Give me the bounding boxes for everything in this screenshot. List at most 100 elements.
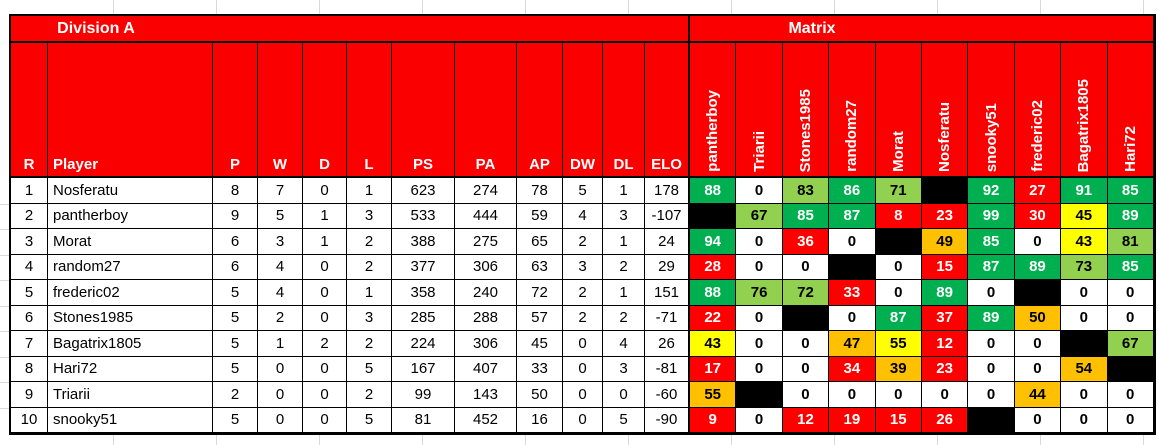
rank-cell[interactable]: 10 [11,407,48,433]
cell-p[interactable]: 6 [213,254,258,280]
matrix-cell[interactable]: 39 [875,356,922,382]
cell-elo[interactable]: 24 [645,229,690,255]
rank-cell[interactable]: 8 [11,356,48,382]
cell-p[interactable]: 8 [213,178,258,204]
matrix-self-cell[interactable] [875,229,922,255]
matrix-col-header-random27[interactable]: random27 [829,43,876,178]
cell-pa[interactable]: 275 [455,229,517,255]
cell-ap[interactable]: 78 [517,178,563,204]
matrix-cell[interactable]: 0 [968,356,1015,382]
cell-ps[interactable]: 388 [392,229,455,255]
cell-w[interactable]: 4 [258,280,303,306]
col-header-ps[interactable]: PS [392,43,455,178]
matrix-cell[interactable]: 0 [1061,280,1108,306]
cell-dl[interactable]: 2 [603,254,645,280]
matrix-cell[interactable]: 0 [1014,407,1062,433]
col-header-p[interactable]: P [213,43,258,178]
matrix-self-cell[interactable] [1107,356,1154,382]
cell-elo[interactable]: -60 [645,382,690,408]
matrix-cell[interactable]: 23 [921,203,969,229]
cell-ps[interactable]: 285 [392,305,455,331]
cell-l[interactable]: 1 [347,280,392,306]
cell-pa[interactable]: 143 [455,382,517,408]
cell-dw[interactable]: 2 [563,229,603,255]
matrix-col-header-morat[interactable]: Morat [875,43,922,178]
col-header-dw[interactable]: DW [563,43,603,178]
cell-d[interactable]: 0 [303,382,347,408]
cell-dl[interactable]: 3 [603,203,645,229]
matrix-col-header-pantherboy[interactable]: pantherboy [690,43,737,178]
matrix-self-cell[interactable] [736,382,783,408]
matrix-cell[interactable]: 99 [968,203,1015,229]
cell-dw[interactable]: 3 [563,254,603,280]
matrix-cell[interactable]: 55 [875,331,922,357]
matrix-col-header-snooky51[interactable]: snooky51 [968,43,1015,178]
matrix-cell[interactable]: 0 [1061,407,1108,433]
matrix-cell[interactable]: 28 [690,254,737,280]
matrix-cell[interactable]: 83 [782,178,830,204]
matrix-col-header-nosferatu[interactable]: Nosferatu [921,43,969,178]
matrix-cell[interactable]: 43 [1061,229,1108,255]
cell-ps[interactable]: 358 [392,280,455,306]
matrix-cell[interactable]: 85 [782,203,830,229]
matrix-self-cell[interactable] [1061,331,1108,357]
cell-dw[interactable]: 4 [563,203,603,229]
matrix-cell[interactable]: 0 [782,382,830,408]
matrix-cell[interactable]: 87 [829,203,876,229]
matrix-self-cell[interactable] [921,178,969,204]
matrix-cell[interactable]: 0 [736,407,783,433]
matrix-cell[interactable]: 0 [1061,382,1108,408]
matrix-cell[interactable]: 92 [968,178,1015,204]
matrix-cell[interactable]: 89 [1107,203,1154,229]
matrix-cell[interactable]: 88 [690,178,737,204]
cell-l[interactable]: 2 [347,229,392,255]
cell-p[interactable]: 9 [213,203,258,229]
player-name-cell[interactable]: Hari72 [48,356,213,382]
matrix-cell[interactable]: 50 [1014,305,1062,331]
cell-ap[interactable]: 45 [517,331,563,357]
matrix-cell[interactable]: 0 [921,382,969,408]
cell-ps[interactable]: 533 [392,203,455,229]
matrix-cell[interactable]: 12 [921,331,969,357]
matrix-self-cell[interactable] [829,254,876,280]
cell-dl[interactable]: 5 [603,407,645,433]
cell-ap[interactable]: 65 [517,229,563,255]
col-header-w[interactable]: W [258,43,303,178]
matrix-cell[interactable]: 36 [782,229,830,255]
cell-dl[interactable]: 3 [603,356,645,382]
matrix-cell[interactable]: 0 [736,178,783,204]
cell-l[interactable]: 3 [347,203,392,229]
rank-cell[interactable]: 1 [11,178,48,204]
matrix-cell[interactable]: 89 [921,280,969,306]
cell-p[interactable]: 5 [213,356,258,382]
cell-p[interactable]: 5 [213,305,258,331]
player-name-cell[interactable]: random27 [48,254,213,280]
col-header-pa[interactable]: PA [455,43,517,178]
matrix-cell[interactable]: 0 [782,356,830,382]
cell-d[interactable]: 0 [303,254,347,280]
cell-d[interactable]: 1 [303,203,347,229]
matrix-col-header-frederic02[interactable]: frederic02 [1014,43,1062,178]
cell-dl[interactable]: 1 [603,178,645,204]
matrix-cell[interactable]: 44 [1014,382,1062,408]
matrix-cell[interactable]: 34 [829,356,876,382]
matrix-cell[interactable]: 0 [1107,280,1154,306]
cell-pa[interactable]: 240 [455,280,517,306]
matrix-cell[interactable]: 0 [968,280,1015,306]
matrix-cell[interactable]: 19 [829,407,876,433]
matrix-cell[interactable]: 33 [829,280,876,306]
matrix-cell[interactable]: 0 [1107,407,1154,433]
cell-ps[interactable]: 224 [392,331,455,357]
cell-w[interactable]: 7 [258,178,303,204]
matrix-cell[interactable]: 72 [782,280,830,306]
matrix-cell[interactable]: 54 [1061,356,1108,382]
matrix-self-cell[interactable] [782,305,830,331]
matrix-self-cell[interactable] [690,203,737,229]
matrix-cell[interactable]: 73 [1061,254,1108,280]
matrix-cell[interactable]: 17 [690,356,737,382]
cell-elo[interactable]: 26 [645,331,690,357]
cell-d[interactable]: 0 [303,280,347,306]
cell-w[interactable]: 1 [258,331,303,357]
cell-p[interactable]: 5 [213,331,258,357]
cell-dl[interactable]: 0 [603,382,645,408]
